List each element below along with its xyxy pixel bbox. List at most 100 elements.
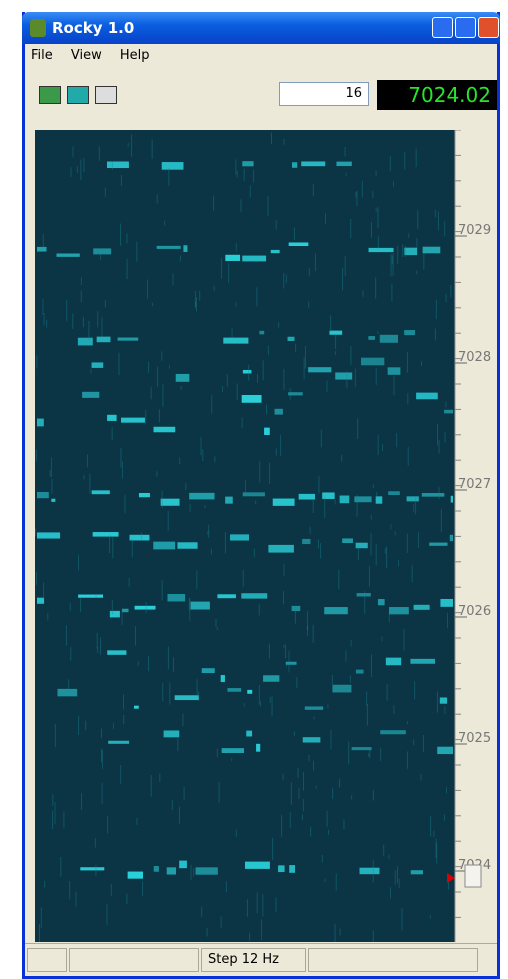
noise [68,679,69,690]
noise [357,495,358,517]
noise [102,750,103,769]
noise [286,275,287,284]
noise [295,344,296,352]
noise [63,811,64,827]
close-button[interactable] [478,17,499,38]
noise [342,268,343,291]
noise [226,881,227,892]
noise [162,491,163,508]
signal-trace [139,493,150,497]
noise [46,320,47,328]
noise [245,480,246,493]
noise [435,328,436,340]
noise [362,181,363,198]
app-icon [30,19,46,37]
noise [308,755,309,761]
noise [313,184,314,196]
noise [423,735,424,752]
noise [202,449,203,461]
noise [190,504,191,512]
noise [43,583,44,600]
noise [78,555,79,571]
noise [269,643,270,658]
noise [324,497,325,519]
noise [290,812,291,828]
noise [367,704,368,726]
noise [350,346,351,365]
minimize-button[interactable] [432,17,453,38]
noise [371,533,372,556]
signal-trace [369,248,394,252]
noise [413,504,414,512]
noise [371,515,372,520]
noise [69,881,70,900]
menu-item[interactable]: Help [120,48,150,63]
noise [100,253,101,259]
tool-button[interactable] [67,86,89,104]
noise [269,463,270,484]
noise [393,181,394,186]
signal-trace [242,161,253,166]
signal-trace [121,418,145,423]
noise [44,881,45,888]
noise [271,133,272,145]
noise [221,258,222,279]
noise [382,636,383,641]
signal-trace [225,255,240,261]
signal-trace [93,248,111,254]
maximize-button[interactable] [455,17,476,38]
menu-item[interactable]: View [71,48,102,63]
noise [346,372,347,388]
noise [391,254,392,277]
tool-button[interactable] [39,86,61,104]
signal-trace [299,494,315,500]
noise [402,908,403,930]
signal-trace [37,598,44,604]
noise [444,706,445,713]
noise [390,524,391,529]
noise [369,566,370,587]
tool-button[interactable] [95,86,117,104]
signal-trace [107,415,117,421]
noise [363,290,364,297]
noise [162,580,163,600]
noise [372,191,373,198]
signal-trace [288,337,295,341]
noise [217,749,218,758]
signal-trace [332,685,351,693]
noise [418,532,419,548]
noise [124,495,125,513]
noise [193,868,194,876]
noise [373,860,374,882]
noise [335,335,336,349]
signal-trace [78,595,103,598]
noise [102,783,103,804]
noise [201,437,202,456]
signal-trace [164,730,180,737]
noise [416,238,417,247]
noise [83,317,84,327]
noise [113,723,114,729]
signal-trace [444,410,453,414]
step-input[interactable]: 16 [279,82,369,106]
noise [232,328,233,337]
signal-trace [268,545,293,553]
noise [157,194,158,203]
noise [211,395,212,413]
noise [373,485,374,488]
menu-item[interactable]: File [31,48,53,63]
noise [247,899,248,916]
signal-trace [289,865,295,873]
noise [450,285,451,297]
noise [276,898,277,913]
signal-trace [329,331,342,335]
noise [172,273,173,285]
noise [105,300,106,307]
noise [407,393,408,404]
signal-trace [368,336,375,340]
noise [168,168,169,186]
noise [52,811,53,830]
signal-trace [227,688,241,692]
noise [445,401,446,407]
noise [276,448,277,455]
